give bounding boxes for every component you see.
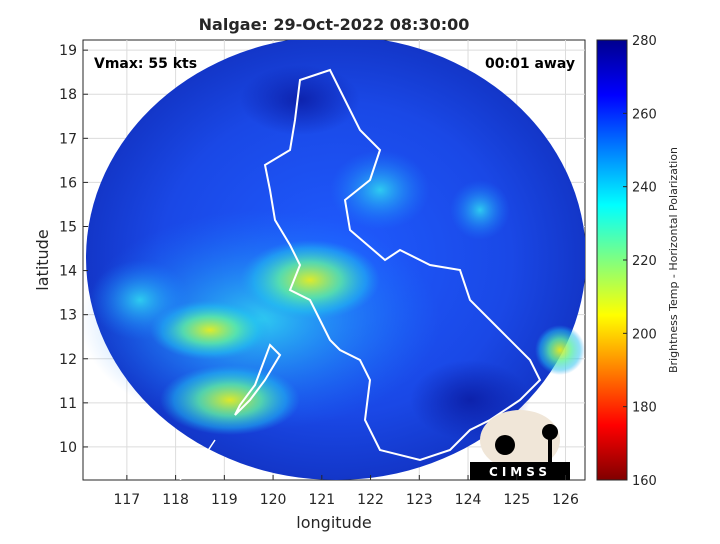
y-tick-label: 17 [59,131,77,147]
x-tick-label: 126 [552,492,579,508]
x-tick-label: 117 [113,492,140,508]
colorbar-tick-label: 240 [632,181,657,196]
x-tick-label: 120 [260,492,287,508]
y-tick-label: 14 [59,264,77,280]
satellite-image [83,40,585,480]
annotation: Vmax: 55 kts [94,56,197,72]
annotation: 00:01 away [485,56,575,72]
colorbar [596,39,628,481]
logo-text: CIMSS [489,465,551,479]
y-tick-label: 16 [59,175,77,191]
colorbar-tick-label: 220 [632,254,657,269]
x-tick-label: 119 [211,492,238,508]
chart-title: Nalgae: 29-Oct-2022 08:30:00 [199,15,470,34]
y-tick-label: 10 [59,440,77,456]
colorbar-label: Brightness Temp - Horizontal Polarizatio… [667,147,680,373]
y-tick-label: 15 [59,219,77,235]
x-tick-label: 118 [162,492,189,508]
logo: CIMSS [470,410,570,480]
colorbar-tick-label: 200 [632,327,657,342]
colorbar-tick-label: 260 [632,107,657,122]
colorbar-tick-label: 180 [632,401,657,416]
colorbar-tick-label: 280 [632,34,657,49]
y-tick-label: 13 [59,308,77,324]
x-tick-label: 125 [503,492,530,508]
y-tick-label: 19 [59,43,77,59]
y-tick-label: 12 [59,352,77,368]
y-tick-label: 11 [59,396,77,412]
colorbar-tick-label: 160 [632,474,657,489]
x-tick-label: 122 [357,492,384,508]
x-tick-label: 121 [308,492,335,508]
x-tick-label: 123 [406,492,433,508]
y-tick-label: 18 [59,87,77,103]
y-axis-label: latitude [33,229,52,290]
x-tick-label: 124 [455,492,482,508]
x-axis-label: longitude [296,513,371,532]
